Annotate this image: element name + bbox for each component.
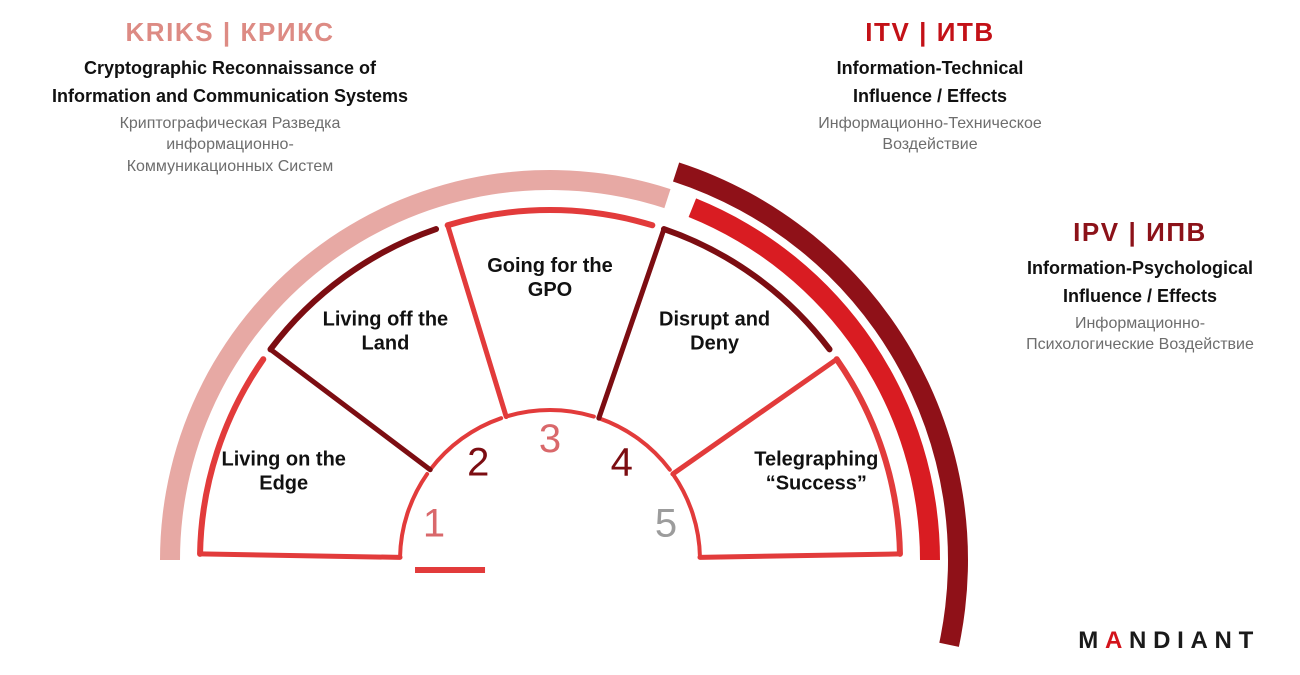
wedge-2-label-1: Living off the [323, 308, 449, 330]
brand-suffix: NDIANT [1129, 627, 1260, 654]
kriks-sub1: Cryptographic Reconnaissance of [20, 56, 440, 80]
wedge-1-number: 1 [423, 501, 445, 545]
brand-red-char: A [1105, 627, 1129, 654]
wedge-4-label-1: Disrupt and [659, 308, 770, 330]
wedge-3-side-a [448, 225, 506, 416]
wedge-4-number: 4 [611, 440, 633, 484]
label-itv: ITV | ИТВ Information-Technical Influenc… [770, 15, 1090, 156]
wedge-4-label-2: Deny [690, 332, 740, 354]
itv-ru1: Информационно-Техническое [770, 113, 1090, 135]
ipv-ru2: Психологические Воздействие [990, 334, 1290, 356]
wedge-5-side-b [700, 554, 900, 557]
wedge-1-label-1: Living on the [221, 448, 345, 470]
wedge-2-label-2: Land [362, 332, 410, 354]
wedge-1-side-a [200, 554, 400, 557]
wedge-3-number: 3 [539, 417, 561, 461]
label-ipv: IPV | ИПВ Information-Psychological Infl… [990, 215, 1290, 356]
wedge-1-label-2: Edge [259, 472, 308, 494]
kriks-sub2: Information and Communication Systems [20, 84, 440, 108]
brand-mandiant: MANDIANT [1078, 627, 1260, 655]
band-kriks [160, 170, 671, 560]
kriks-ru3: Коммуникационных Систем [20, 156, 440, 178]
wedge-3-inner-arc [506, 410, 594, 417]
wedge-3-outer-arc [448, 210, 653, 225]
band-ipv [673, 162, 968, 646]
wedge-3-label-1: Going for the [487, 255, 613, 277]
wedge-5-label-1: Telegraphing [754, 448, 878, 470]
wedge-5-label-2: “Success” [766, 472, 867, 494]
wedge-4-inner-arc [599, 418, 670, 470]
itv-ru2: Воздействие [770, 134, 1090, 156]
itv-sub2: Influence / Effects [770, 84, 1090, 108]
kriks-ru1: Криптографическая Разведка [20, 113, 440, 135]
ipv-title: IPV | ИПВ [990, 215, 1290, 250]
kriks-title: KRIKS | КРИКС [20, 15, 440, 50]
itv-title: ITV | ИТВ [770, 15, 1090, 50]
wedge-2-inner-arc [430, 418, 501, 470]
wedge-3-label-2: GPO [528, 279, 572, 301]
ipv-sub2: Influence / Effects [990, 284, 1290, 308]
wedge-2-number: 2 [467, 440, 489, 484]
brand-prefix: M [1078, 627, 1105, 654]
kriks-ru2: информационно- [20, 134, 440, 156]
itv-sub1: Information-Technical [770, 56, 1090, 80]
ipv-sub1: Information-Psychological [990, 256, 1290, 280]
label-kriks: KRIKS | КРИКС Cryptographic Reconnaissan… [20, 15, 440, 177]
ipv-ru1: Информационно- [990, 313, 1290, 335]
wedge-5-number: 5 [655, 501, 677, 545]
